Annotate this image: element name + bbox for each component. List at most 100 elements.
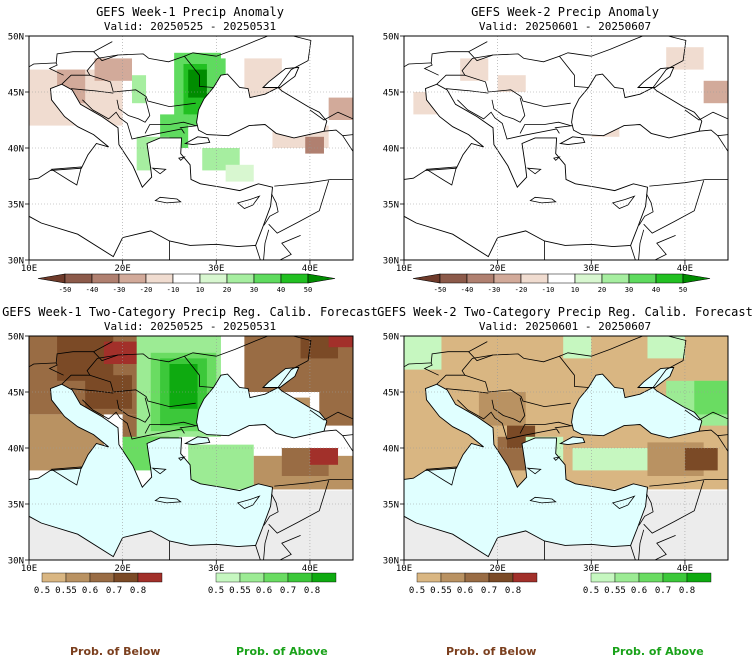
- colorbar-tick-label: 0.6: [457, 586, 473, 596]
- colorbar-tick-label: -30: [113, 286, 126, 294]
- lon-label: 20E: [115, 264, 131, 274]
- country-border: [654, 535, 676, 560]
- colorbar-tick-label: 30: [625, 286, 633, 294]
- country-border: [309, 109, 353, 121]
- lat-label: 35N: [383, 201, 399, 211]
- colorbar-tick-label: 0.55: [229, 586, 251, 596]
- country-border: [82, 99, 185, 140]
- country-border: [323, 429, 353, 437]
- country-border: [55, 341, 113, 363]
- lon-label: 30E: [583, 564, 599, 574]
- colorbar-swatch: [239, 572, 265, 583]
- island-outline: [154, 196, 182, 204]
- lat-label: 30N: [8, 557, 24, 567]
- sea-caspian: [727, 336, 728, 432]
- country-border: [148, 55, 214, 88]
- colorbar-swatch: [253, 273, 282, 284]
- lon-label: 30E: [208, 564, 224, 574]
- prob-below-colorbar-w1: 0.5 0.55 0.6 0.7 0.8: [34, 572, 163, 596]
- colorbar-tick-label: 0.7: [280, 586, 296, 596]
- panel-valid-w2-prob: Valid: 20250601 - 20250607: [479, 320, 651, 333]
- forecast-cell: [563, 336, 592, 359]
- sea-marmara: [184, 436, 211, 446]
- colorbar-tick-label: -30: [488, 286, 501, 294]
- colorbar-swatch: [574, 273, 603, 284]
- map-panel-w1-anomaly: 30N 35N 40N 45N 50N 10E 20E 30E 40E: [8, 33, 354, 274]
- colorbar-tick-label: 0.8: [505, 586, 521, 596]
- colorbar-tick-label: 0.8: [130, 586, 146, 596]
- colorbar-swatch: [145, 273, 174, 284]
- colorbar-tick-label: -40: [86, 286, 99, 294]
- sea-marmara: [184, 136, 211, 146]
- island-outline: [236, 495, 261, 509]
- island-outline: [151, 167, 167, 175]
- colorbar-tick-label: 10: [571, 286, 579, 294]
- map-panel-w2-probability: 30N 35N 40N 45N 50N 10E 20E 30E 40E: [383, 333, 729, 574]
- country-border: [184, 336, 268, 357]
- country-border: [61, 353, 150, 385]
- country-border: [93, 351, 119, 362]
- colorbar-swatch: [41, 572, 67, 583]
- lon-label: 40E: [302, 564, 318, 574]
- country-border: [274, 479, 353, 487]
- colorbar-tick-label: -40: [461, 286, 474, 294]
- colorbar-tick-label: -10: [542, 286, 555, 294]
- country-border: [559, 36, 643, 57]
- colorbar-swatch: [65, 572, 91, 583]
- colorbar-tick-label: 0.55: [604, 586, 626, 596]
- panel-title-w1-prob: GEFS Week-1 Two-Category Precip Reg. Cal…: [2, 305, 378, 319]
- sea-azov: [262, 366, 300, 388]
- island-outline: [50, 166, 82, 186]
- colorbar-tick-label: 40: [652, 286, 660, 294]
- colorbar-swatch: [137, 572, 163, 583]
- lat-label: 45N: [383, 89, 399, 99]
- country-border: [279, 535, 301, 560]
- panel-valid-w2-anom: Valid: 20250601 - 20250607: [479, 20, 651, 33]
- forecast-cell: [404, 336, 442, 370]
- colorbar-swatch: [89, 572, 115, 583]
- island-outline: [526, 167, 542, 175]
- country-border: [638, 229, 645, 260]
- forecast-cell: [132, 75, 147, 104]
- lon-label: 40E: [677, 264, 693, 274]
- country-border: [309, 409, 353, 421]
- country-border: [559, 336, 643, 357]
- prob-above-colorbar-w2: 0.5 0.55 0.6 0.7 0.8: [583, 572, 712, 596]
- island-outline: [611, 195, 636, 209]
- country-border: [179, 425, 198, 429]
- country-border: [342, 135, 353, 152]
- colorbar-tick-label: -50: [434, 286, 447, 294]
- colorbar-swatch: [64, 273, 93, 284]
- colorbar-swatch: [416, 572, 442, 583]
- forecast-cell: [225, 164, 254, 182]
- country-border: [430, 341, 488, 363]
- country-border: [717, 135, 728, 152]
- colorbar-swatch: [118, 273, 147, 284]
- colorbar-swatch: [37, 273, 66, 284]
- island-outline: [553, 156, 561, 161]
- colorbar-swatch: [91, 273, 120, 284]
- forecast-cell: [684, 448, 718, 471]
- legend-title-below-w2: Prob. of Below: [446, 645, 537, 658]
- panel-valid-w1-prob: Valid: 20250525 - 20250531: [104, 320, 276, 333]
- colorbar-swatch: [638, 572, 664, 583]
- country-border: [255, 545, 261, 560]
- forecast-cell: [94, 58, 133, 81]
- country-border: [523, 355, 589, 388]
- forecast-cell: [497, 75, 526, 92]
- country-border: [698, 429, 728, 437]
- panel-title-w1-anom: GEFS Week-1 Precip Anomaly: [96, 5, 284, 19]
- country-border: [519, 421, 571, 434]
- lon-label: 10E: [21, 264, 37, 274]
- country-border: [464, 374, 571, 408]
- colorbar-tick-label: -50: [59, 286, 72, 294]
- lat-label: 35N: [8, 501, 24, 511]
- forecast-cell: [328, 336, 353, 348]
- lat-label: 50N: [8, 333, 24, 343]
- island-outline: [50, 466, 82, 486]
- colorbar-swatch: [311, 572, 337, 583]
- country-border: [643, 180, 705, 234]
- legend-title-above-w1: Prob. of Above: [236, 645, 328, 658]
- lon-label: 40E: [302, 264, 318, 274]
- country-border: [148, 355, 214, 388]
